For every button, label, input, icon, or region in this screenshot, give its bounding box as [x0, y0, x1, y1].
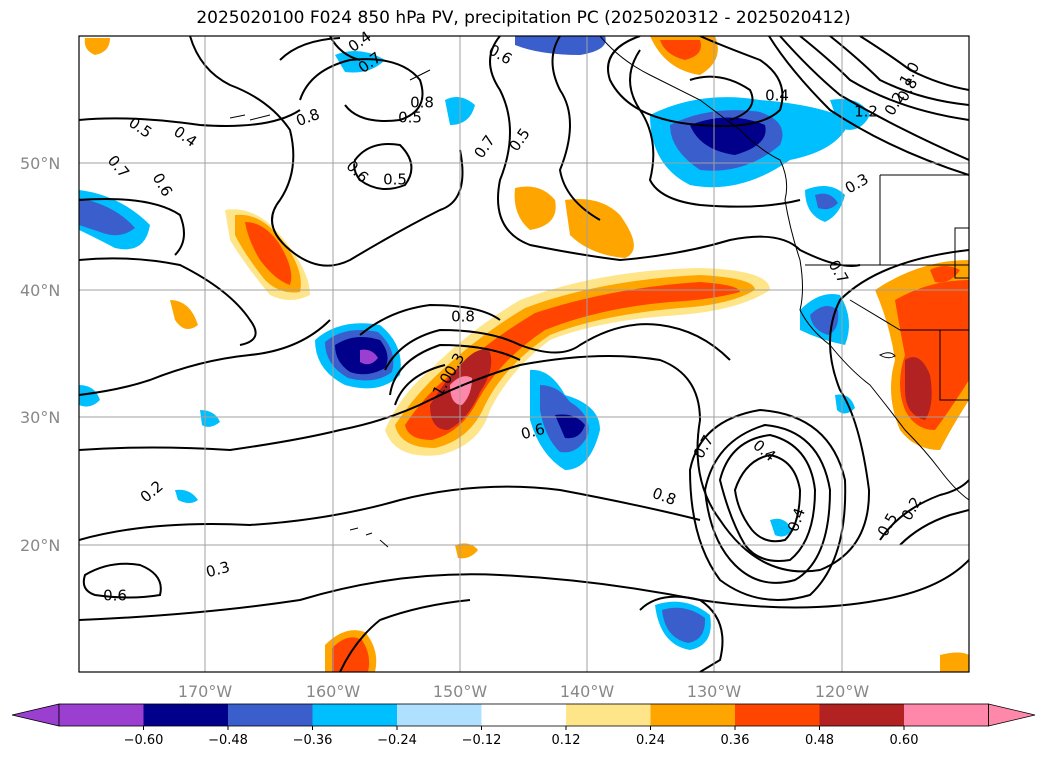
- contour-label: 1.2: [854, 103, 878, 121]
- colorbar-segment: [481, 704, 567, 726]
- colorbar-segment: [312, 704, 398, 726]
- colorbar-tick-label: 0.60: [890, 733, 919, 748]
- colorbar-tick-label: 0.48: [805, 733, 834, 748]
- lon-label: 160°W: [306, 682, 361, 701]
- lon-label: 130°W: [687, 682, 742, 701]
- colorbar-segment: [397, 704, 482, 726]
- coastlines: [229, 36, 969, 548]
- lat-label: 40°N: [20, 281, 60, 300]
- map-gridlines: [79, 36, 969, 672]
- longitude-labels: 170°W 160°W 150°W 140°W 130°W 120°W: [178, 682, 870, 701]
- colorbar-segment: [904, 704, 989, 726]
- contour-label: 0.5: [398, 109, 422, 127]
- lon-label: 170°W: [178, 682, 233, 701]
- colorbar: [11, 703, 1036, 727]
- colorbar-extend-max: [988, 703, 1036, 727]
- colorbar-segment: [228, 704, 313, 726]
- contour-label: 0.4: [765, 87, 789, 105]
- lon-label: 120°W: [815, 682, 870, 701]
- lat-label: 30°N: [20, 408, 60, 427]
- contour-label: 0.5: [383, 171, 407, 189]
- lat-label: 20°N: [20, 536, 60, 555]
- colorbar-extend-min: [11, 703, 60, 727]
- colorbar-tick-label: −0.12: [462, 733, 502, 748]
- colorbar-border: [58, 703, 989, 727]
- colorbar-tick-label: −0.48: [208, 733, 248, 748]
- colorbar-tick-label: −0.60: [124, 733, 164, 748]
- colorbar-segment: [59, 704, 144, 726]
- colorbar-segment: [735, 704, 820, 726]
- contour-label: 0.3: [204, 558, 232, 582]
- contour-label: 0.8: [410, 94, 434, 112]
- map-title: 2025020100 F024 850 hPa PV, precipitatio…: [196, 8, 851, 28]
- map-frame: [78, 35, 970, 673]
- contour-label: 0.6: [519, 420, 547, 444]
- colorbar-tick-label: −0.36: [293, 733, 333, 748]
- colorbar-tick-label: 0.24: [636, 733, 665, 748]
- colorbar-tick-label: 0.12: [552, 733, 581, 748]
- latitude-labels: 50°N 40°N 30°N 20°N: [20, 154, 60, 555]
- colorbar-segment: [143, 704, 229, 726]
- lat-label: 50°N: [20, 154, 60, 173]
- precipitation-shading: [79, 36, 969, 672]
- colorbar-tick-label: −0.24: [377, 733, 417, 748]
- contour-label: 0.8: [451, 308, 475, 326]
- lon-label: 150°W: [433, 682, 488, 701]
- colorbar-tick-labels: −0.60 −0.48 −0.36 −0.24 −0.12 0.12 0.24 0.36 0.4…: [124, 726, 919, 748]
- pv-contours: [79, 36, 969, 672]
- colorbar-tick-label: 0.36: [721, 733, 750, 748]
- contour-label: 0.6: [103, 587, 127, 605]
- lon-label: 140°W: [560, 682, 615, 701]
- colorbar-segment: [566, 704, 651, 726]
- colorbar-segment: [819, 704, 905, 726]
- colorbar-segment: [650, 704, 736, 726]
